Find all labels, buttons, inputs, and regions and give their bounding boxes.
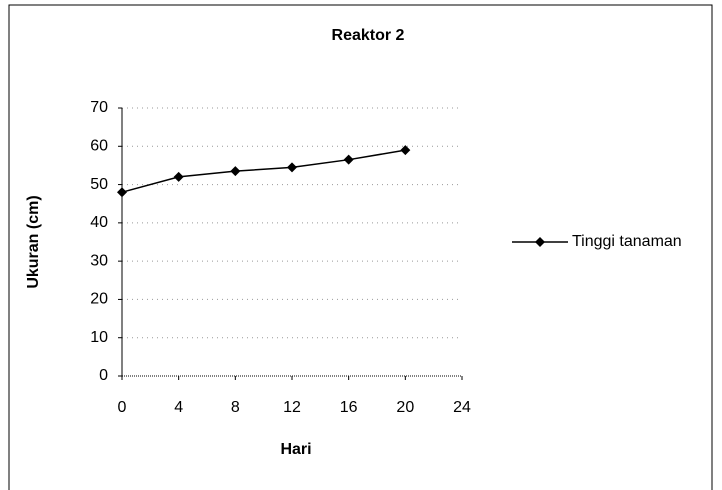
- y-tick-label: 10: [90, 329, 108, 346]
- data-point: [230, 166, 241, 177]
- y-tick-label: 70: [90, 99, 108, 116]
- y-axis-label: Ukuran (cm): [25, 195, 42, 288]
- y-tick-label: 60: [90, 138, 108, 155]
- y-tick-label: 0: [99, 367, 108, 384]
- x-tick-label: 4: [174, 399, 183, 416]
- data-point: [343, 154, 354, 165]
- series-line: [121, 149, 406, 193]
- x-tick-label: 8: [231, 399, 240, 416]
- x-tick-label: 20: [396, 399, 414, 416]
- chart-frame: [8, 4, 713, 490]
- y-tick-label: 20: [90, 291, 108, 308]
- data-point: [400, 145, 411, 156]
- data-point: [287, 162, 297, 173]
- y-tick-label: 50: [90, 176, 108, 193]
- data-point: [173, 171, 184, 182]
- legend-label: Tinggi tanaman: [572, 233, 682, 250]
- data-point: [117, 187, 127, 198]
- x-axis-label: Hari: [280, 441, 311, 458]
- y-tick-label: 30: [90, 252, 108, 269]
- legend-marker: [535, 237, 545, 247]
- y-tick-label: 40: [90, 214, 108, 231]
- x-tick-label: 0: [118, 399, 127, 416]
- chart-title: Reaktor 2: [332, 27, 405, 44]
- x-tick-label: 12: [283, 399, 301, 416]
- x-tick-label: 24: [453, 399, 471, 416]
- x-tick-label: 16: [340, 399, 358, 416]
